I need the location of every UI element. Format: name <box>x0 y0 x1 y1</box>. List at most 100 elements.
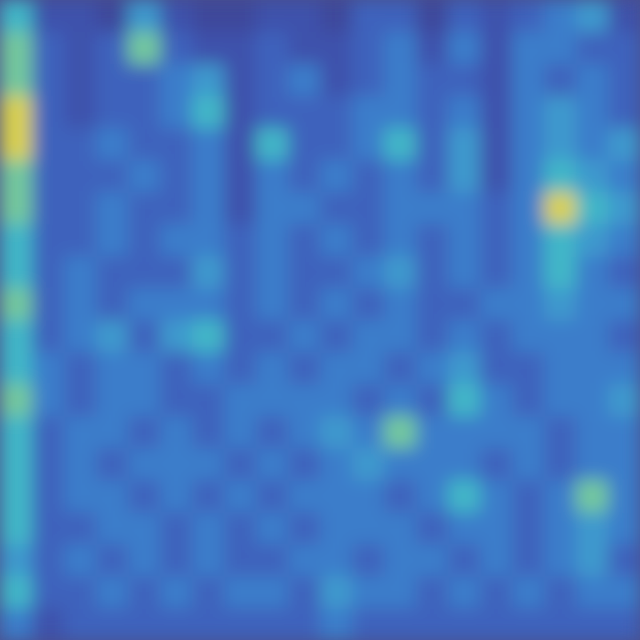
heatmap-cell <box>128 576 161 609</box>
heatmap-cell <box>192 448 225 481</box>
heatmap-cell <box>0 192 33 225</box>
heatmap-cell <box>256 416 289 449</box>
heatmap-cell <box>544 224 577 257</box>
heatmap-cell <box>32 96 65 129</box>
heatmap-cell <box>32 320 65 353</box>
heatmap-cell <box>512 448 545 481</box>
heatmap-cell <box>608 384 640 417</box>
heatmap-cell <box>608 192 640 225</box>
heatmap-cell <box>416 256 449 289</box>
heatmap-cell <box>448 384 481 417</box>
heatmap-cell <box>352 160 385 193</box>
heatmap-cell <box>352 416 385 449</box>
heatmap-cell <box>288 64 321 97</box>
heatmap-cell <box>480 352 513 385</box>
heatmap-cell <box>0 544 33 577</box>
heatmap-cell <box>384 352 417 385</box>
heatmap-cell <box>544 64 577 97</box>
heatmap-cell <box>320 448 353 481</box>
heatmap-cell <box>256 352 289 385</box>
heatmap-cell <box>256 576 289 609</box>
heatmap-cell <box>160 288 193 321</box>
heatmap-cell <box>128 352 161 385</box>
heatmap-cell <box>320 160 353 193</box>
heatmap-cell <box>320 384 353 417</box>
heatmap-cell <box>384 320 417 353</box>
heatmap-cell <box>544 512 577 545</box>
heatmap-cell <box>256 160 289 193</box>
heatmap-cell <box>96 608 129 640</box>
heatmap-cell <box>128 192 161 225</box>
heatmap-cell <box>512 576 545 609</box>
cells <box>0 0 640 640</box>
heatmap-cell <box>448 320 481 353</box>
heatmap-cell <box>64 608 97 640</box>
heatmap-cell <box>544 288 577 321</box>
heatmap-cell <box>32 544 65 577</box>
heatmap-cell <box>448 96 481 129</box>
heatmap-cell <box>224 352 257 385</box>
heatmap-cell <box>256 96 289 129</box>
heatmap-cell <box>192 96 225 129</box>
heatmap-cell <box>448 480 481 513</box>
heatmap-cell <box>224 160 257 193</box>
heatmap-cell <box>352 576 385 609</box>
heatmap-cell <box>512 256 545 289</box>
heatmap-cell <box>64 416 97 449</box>
heatmap-cell <box>352 448 385 481</box>
heatmap-cell <box>224 384 257 417</box>
heatmap-cell <box>608 448 640 481</box>
heatmap-cell <box>192 480 225 513</box>
heatmap-cell <box>288 384 321 417</box>
heatmap-cell <box>32 480 65 513</box>
heatmap-cell <box>576 128 609 161</box>
heatmap-cell <box>0 256 33 289</box>
heatmap-cell <box>0 96 33 129</box>
heatmap-cell <box>384 576 417 609</box>
heatmap-cell <box>576 544 609 577</box>
heatmap-cell <box>256 288 289 321</box>
heatmap-cell <box>160 160 193 193</box>
heatmap-cell <box>160 64 193 97</box>
heatmap-cell <box>64 320 97 353</box>
heatmap-cell <box>288 512 321 545</box>
heatmap-cell <box>384 64 417 97</box>
heatmap-cell <box>384 608 417 640</box>
heatmap-cell <box>224 448 257 481</box>
heatmap-cell <box>32 128 65 161</box>
heatmap-cell <box>224 256 257 289</box>
heatmap-cell <box>384 512 417 545</box>
heatmap-cell <box>576 256 609 289</box>
heatmap-cell <box>128 320 161 353</box>
heatmap-cell <box>480 480 513 513</box>
heatmap-cell <box>384 256 417 289</box>
heatmap-cell <box>416 288 449 321</box>
heatmap-cell <box>96 576 129 609</box>
heatmap-cell <box>352 256 385 289</box>
heatmap-cell <box>32 608 65 640</box>
heatmap-cell <box>416 192 449 225</box>
heatmap-cell <box>416 608 449 640</box>
heatmap-cell <box>96 0 129 33</box>
heatmap-cell <box>416 448 449 481</box>
heatmap-cell <box>544 544 577 577</box>
heatmap-cell <box>288 0 321 33</box>
heatmap-cell <box>192 64 225 97</box>
heatmap-cell <box>448 256 481 289</box>
heatmap-cell <box>480 96 513 129</box>
heatmap-cell <box>160 384 193 417</box>
heatmap-cell <box>288 480 321 513</box>
heatmap-cell <box>96 96 129 129</box>
heatmap-cell <box>480 0 513 33</box>
heatmap-cell <box>608 64 640 97</box>
heatmap-cell <box>544 256 577 289</box>
heatmap-cell <box>96 64 129 97</box>
heatmap-cell <box>544 320 577 353</box>
heatmap-cell <box>416 544 449 577</box>
heatmap-cell <box>384 96 417 129</box>
heatmap-cell <box>352 192 385 225</box>
heatmap-cell <box>0 160 33 193</box>
heatmap-cell <box>416 416 449 449</box>
heatmap-cell <box>448 160 481 193</box>
heatmap-cell <box>32 416 65 449</box>
